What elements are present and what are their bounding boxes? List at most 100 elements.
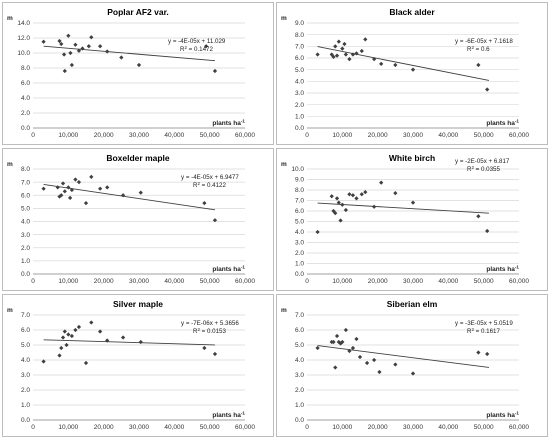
trendline [317,202,489,214]
data-point [83,360,89,366]
data-point [410,67,416,72]
data-point [138,339,143,345]
r-squared-label: R2 = 0.1617 [467,327,500,335]
x-tick-label: 60,000 [509,424,529,431]
x-tick-label: 0 [31,424,35,431]
y-tick-label: 1.0 [295,114,304,121]
x-tick-label: 20,000 [94,132,114,139]
y-tick-label: 6.0 [295,208,304,215]
data-point [59,41,64,47]
y-tick-label: 2.0 [21,110,30,117]
x-axis-unit-superscript: -1 [515,265,520,270]
data-point [347,192,352,197]
x-tick-label: 20,000 [94,424,114,431]
data-point [62,68,67,74]
x-tick-label: 60,000 [235,132,255,139]
y-tick-label: 7.0 [295,198,304,205]
data-point [86,44,91,49]
data-point [76,324,82,330]
x-axis-unit: plants ha-1 [486,265,519,274]
y-tick-label: 1.0 [21,402,30,409]
data-point [59,193,64,198]
y-axis-unit: m [281,161,287,168]
x-tick-label: 60,000 [509,278,529,285]
y-axis-unit: m [7,161,13,168]
y-tick-label: 2.0 [295,250,304,257]
y-tick-label: 2.0 [295,387,304,394]
data-point [212,68,218,74]
x-tick-label: 0 [305,424,309,431]
y-tick-label: 4.0 [295,79,304,86]
data-point [364,360,370,366]
chart-panel-poplar: Poplar AF2 var. m 0.0 2.0 4.0 6.0 8.0 10.0 12.0 1… [2,2,274,145]
y-tick-label: 6.0 [295,55,304,62]
y-tick-label: 8.0 [295,32,304,39]
r-squared-value: = 0.0153 [200,328,227,335]
x-tick-label: 10,000 [332,424,352,431]
y-tick-label: 8.0 [21,65,30,72]
data-point [212,351,218,357]
data-point [41,186,46,191]
data-point [363,189,368,195]
data-point [379,61,384,66]
data-point [336,39,341,44]
y-tick-label: 5.0 [295,342,304,349]
x-tick-label: 0 [305,132,309,139]
r-squared-exponent: 2 [184,45,187,50]
x-tick-label: 10,000 [58,424,78,431]
data-point [336,200,341,205]
data-point [350,52,356,57]
data-point [359,48,364,54]
data-point [334,333,340,339]
y-tick-label: 8.0 [295,187,304,194]
data-point [340,46,345,51]
y-tick-label: 1.0 [21,258,30,265]
data-point [343,327,348,333]
chart-svg: White birch m 0.0 1.0 2.0 3.0 4.0 5.0 6.0 7.0 8.0 9… [281,153,529,285]
trend-equation: y = -7E-06x + 5.3656 [181,320,239,327]
y-tick-label: 5.0 [295,219,304,226]
data-point [89,320,94,325]
x-tick-label: 30,000 [403,424,423,431]
data-point [83,201,89,206]
x-axis-unit-text: plants ha [486,120,515,127]
data-point [60,181,66,186]
x-tick-label: 10,000 [58,132,78,139]
x-tick-label: 10,000 [58,278,78,285]
data-point [59,345,64,351]
data-point [372,357,377,363]
data-point [340,202,345,207]
chart-panel-siberian-elm: Siberian elm m 0.0 1.0 2.0 3.0 4.0 5.0 6.0 7.0 0 10… [276,294,548,437]
data-point [61,52,67,57]
data-point [64,342,69,348]
x-axis-unit-superscript: -1 [515,411,520,416]
x-tick-label: 20,000 [94,278,114,285]
y-tick-label: 0.0 [21,125,30,132]
y-axis-unit: m [281,15,287,22]
r-squared-value: = 0.1617 [474,328,501,335]
data-point [120,335,126,340]
data-point [120,193,126,198]
data-point [76,48,82,53]
x-axis-unit-text: plants ha [212,266,241,273]
x-tick-label: 40,000 [164,424,184,431]
chart-title: White birch [389,153,435,163]
r-squared-value: = 0.4122 [200,182,227,189]
data-point [68,50,73,56]
data-point [89,35,94,40]
y-axis-unit: m [7,307,13,314]
data-point [333,365,338,370]
y-tick-label: 6.0 [21,192,30,199]
x-tick-label: 30,000 [129,278,149,285]
r-squared-exponent: 2 [471,45,474,50]
data-point [60,335,66,340]
data-point [338,218,343,223]
chart-panel-white-birch: White birch m 0.0 1.0 2.0 3.0 4.0 5.0 6.0 7.0 8.0 9… [276,148,548,291]
data-point [315,229,320,235]
chart-panel-silver-maple: Silver maple m 0.0 1.0 2.0 3.0 4.0 5.0 6.0 7.0 0 10… [2,294,274,437]
data-point [357,354,363,360]
y-tick-label: 14.0 [17,20,30,27]
y-tick-label: 10.0 [17,50,30,57]
chart-panel-boxelder-maple: Boxelder maple m 0.0 1.0 2.0 3.0 4.0 5.0 6.0 7.0 8… [2,148,274,291]
x-tick-label: 60,000 [509,132,529,139]
